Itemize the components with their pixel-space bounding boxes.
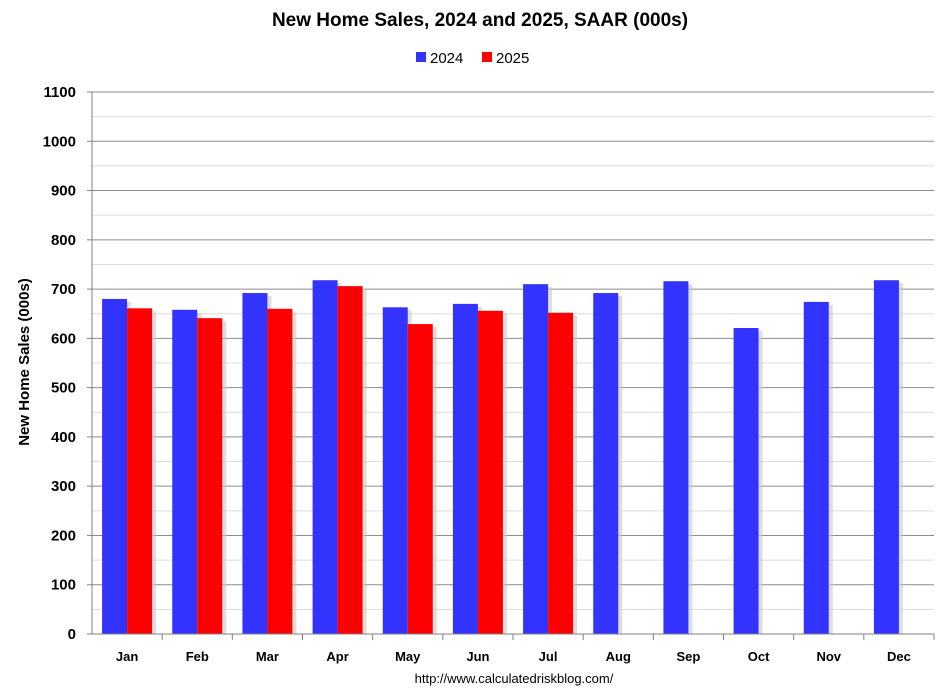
bars xyxy=(102,280,903,634)
bar-2024-Mar xyxy=(242,293,268,634)
bar-2024-Dec xyxy=(873,280,899,634)
bar-2025-May xyxy=(407,324,433,634)
bar-2025-Mar xyxy=(267,308,293,634)
x-tick-labels: Jan Feb Mar Apr May Jun Jul Aug Sep Oct Nov Dec xyxy=(116,649,911,664)
y-tick-label: 200 xyxy=(51,527,76,544)
axes xyxy=(87,91,935,640)
y-tick-label: 700 xyxy=(51,281,76,298)
y-tick-label: 400 xyxy=(51,429,76,446)
y-tick-label: 100 xyxy=(51,577,76,594)
x-tick-label: May xyxy=(395,649,421,664)
x-tick-label: Mar xyxy=(256,649,279,664)
x-tick-label: Jul xyxy=(539,649,558,664)
y-tick-label: 800 xyxy=(51,232,76,249)
source-url: http://www.calculatedriskblog.com/ xyxy=(415,671,614,686)
gridlines xyxy=(92,91,934,610)
y-tick-labels: 0 100 200 300 400 500 600 700 800 900 1000 1100 xyxy=(43,84,76,643)
bar-2025-Feb xyxy=(197,318,223,634)
bar-2024-Aug xyxy=(593,293,619,634)
legend-label-2024: 2024 xyxy=(430,50,463,67)
x-tick-label: Nov xyxy=(816,649,841,664)
y-tick-label: 900 xyxy=(51,183,76,200)
bar-2024-Jan xyxy=(102,298,128,634)
bar-2025-Jul xyxy=(548,312,574,634)
y-tick-label: 1100 xyxy=(43,84,76,101)
x-tick-label: Aug xyxy=(606,649,631,664)
chart-title: New Home Sales, 2024 and 2025, SAAR (000… xyxy=(272,10,688,31)
x-tick-label: Sep xyxy=(676,649,700,664)
legend-label-2025: 2025 xyxy=(496,50,529,67)
x-tick-label: Dec xyxy=(887,649,911,664)
y-tick-label: 0 xyxy=(68,626,76,643)
bar-2024-Jun xyxy=(452,303,478,634)
bar-2025-Apr xyxy=(337,286,363,634)
legend-swatch-2024 xyxy=(416,52,426,62)
bar-2024-May xyxy=(382,307,408,634)
y-tick-label: 600 xyxy=(51,330,76,347)
y-tick-label: 300 xyxy=(51,478,76,495)
x-tick-label: Apr xyxy=(326,649,348,664)
bar-2024-Apr xyxy=(312,280,338,634)
bar-2024-Sep xyxy=(663,281,689,634)
legend-swatch-2025 xyxy=(482,52,492,62)
x-tick-label: Oct xyxy=(748,649,770,664)
bar-2025-Jan xyxy=(127,308,153,634)
y-axis-label: New Home Sales (000s) xyxy=(16,278,33,446)
bar-2024-Nov xyxy=(803,301,829,634)
x-tick-label: Jun xyxy=(466,649,489,664)
x-tick-label: Jan xyxy=(116,649,138,664)
bar-2025-Jun xyxy=(477,310,503,634)
y-tick-label: 1000 xyxy=(43,133,76,150)
bar-2024-Jul xyxy=(523,284,549,634)
bar-2024-Feb xyxy=(172,309,198,634)
y-tick-label: 500 xyxy=(51,380,76,397)
bar-2024-Oct xyxy=(733,328,759,634)
x-tick-label: Feb xyxy=(186,649,209,664)
legend: 2024 2025 xyxy=(416,50,529,67)
